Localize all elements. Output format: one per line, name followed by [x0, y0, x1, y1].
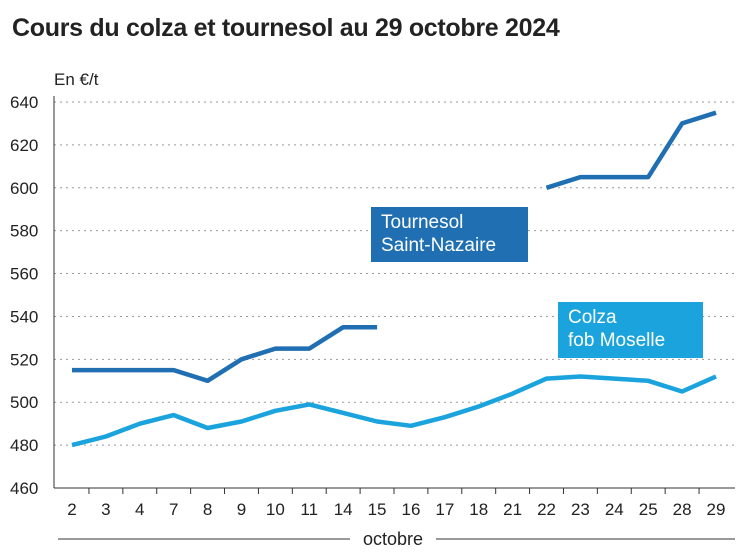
x-tick-label: 25 — [639, 500, 658, 519]
x-tick-label: 29 — [707, 500, 726, 519]
y-axis-unit-label: En €/t — [54, 70, 99, 89]
series-label-colza-line-2: fob Moselle — [568, 330, 666, 351]
series-label-colza: Colza fob Moselle — [558, 302, 703, 358]
series-label-tournesol: Tournesol Saint-Nazaire — [371, 207, 528, 262]
x-tick-label: 24 — [605, 500, 624, 519]
y-tick-label: 580 — [10, 222, 38, 241]
x-tick-label: 10 — [266, 500, 285, 519]
x-tick-label: 7 — [169, 500, 178, 519]
y-tick-label: 600 — [10, 179, 38, 198]
x-axis-title: octobre — [363, 529, 423, 549]
chart-title: Cours du colza et tournesol au 29 octobr… — [12, 14, 560, 42]
series-label-tournesol-line-2: Saint-Nazaire — [381, 235, 497, 256]
x-tick-label: 4 — [135, 500, 144, 519]
y-tick-label: 540 — [10, 307, 38, 326]
y-tick-label: 460 — [10, 479, 38, 498]
x-tick-label: 21 — [503, 500, 522, 519]
series-label-tournesol-line-1: Tournesol — [381, 212, 464, 233]
y-tick-label: 560 — [10, 265, 38, 284]
x-tick-label: 28 — [673, 500, 692, 519]
x-tick-label: 9 — [237, 500, 246, 519]
series-label-colza-line-1: Colza — [568, 307, 617, 328]
x-tick-label: 18 — [469, 500, 488, 519]
series-line-colza — [71, 374, 717, 448]
y-tick-label: 480 — [10, 436, 38, 455]
y-tick-label: 520 — [10, 350, 38, 369]
series-lines — [71, 110, 717, 448]
series-line-tournesol — [72, 110, 717, 384]
x-tick-label: 8 — [203, 500, 212, 519]
y-tick-label: 500 — [10, 393, 38, 412]
x-tick-label: 17 — [435, 500, 454, 519]
x-tick-label: 14 — [334, 500, 353, 519]
x-tick-label: 16 — [401, 500, 420, 519]
y-axis: 460 480 500 520 540 560 580 600 620 640 — [10, 93, 55, 498]
x-tick-label: 3 — [101, 500, 110, 519]
x-tick-label: 2 — [67, 500, 76, 519]
y-tick-label: 620 — [10, 136, 38, 155]
x-axis: octobre 2 3 4 7 8 9 10 11 14 15 16 17 18 21 22 23 24 25 28… — [54, 487, 735, 549]
y-tick-label: 640 — [10, 93, 38, 112]
x-tick-label: 15 — [368, 500, 387, 519]
x-tick-label: 23 — [571, 500, 590, 519]
x-tick-label: 11 — [300, 500, 318, 519]
x-tick-label: 22 — [537, 500, 556, 519]
grid-lines — [54, 101, 735, 446]
